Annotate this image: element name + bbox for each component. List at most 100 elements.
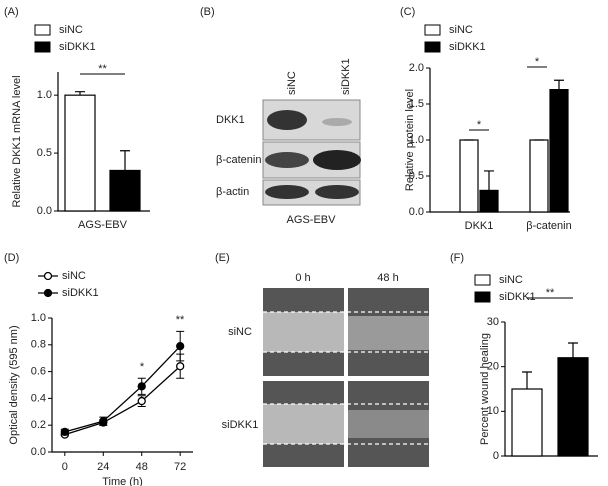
- caption: AGS-EBV: [287, 214, 337, 226]
- legend-label: siDKK1: [59, 41, 96, 53]
- bar: [557, 357, 589, 457]
- data-point: [99, 417, 108, 426]
- wound-panel: (E) 0 h 48 h siNC siDKK1: [215, 252, 429, 467]
- error-bar: [568, 342, 578, 358]
- blot-band: [267, 110, 307, 130]
- legend-label: siNC: [62, 270, 86, 282]
- panel-letter: (A): [4, 6, 19, 18]
- y-tick-label: 2.0: [409, 62, 424, 74]
- y-axis-label: Optical density (595 nm): [8, 325, 20, 444]
- legend-swatch: [424, 24, 441, 36]
- significance-label: *: [535, 56, 540, 68]
- data-point: [60, 427, 69, 437]
- axes: [429, 68, 570, 213]
- x-axis-label: Time (h): [102, 476, 143, 486]
- column-label: siNC: [286, 71, 298, 95]
- y-tick-label: 0.0: [31, 446, 46, 458]
- y-axis-label: Relative protein level: [404, 89, 416, 191]
- y-tick-label: 0.8: [31, 339, 46, 351]
- bar: [511, 388, 543, 457]
- row-label: siDKK1: [222, 419, 259, 431]
- column-label: 48 h: [377, 272, 398, 284]
- bar: [529, 139, 549, 213]
- significance-label: *: [477, 119, 482, 131]
- y-axis-label: Relative DKK1 mRNA level: [11, 75, 23, 207]
- panel-letter: (E): [215, 252, 230, 264]
- significance-label: *: [140, 361, 145, 373]
- legend-swatch: [34, 24, 51, 36]
- legend-label: siNC: [449, 24, 473, 36]
- data-point: [176, 362, 185, 371]
- panel-letter: (B): [200, 6, 215, 18]
- wound-gap: [263, 312, 344, 352]
- x-tick-label: β-catenin: [526, 220, 571, 232]
- blot-band: [265, 152, 309, 168]
- data-point: [176, 341, 185, 351]
- y-tick-label: 1.0: [409, 134, 424, 146]
- series-line: [64, 365, 181, 436]
- legend-label: siDKK1: [449, 41, 486, 53]
- x-tick-label: DKK1: [465, 220, 494, 232]
- y-tick-label: 0.0: [37, 205, 52, 217]
- y-tick-label: 1.0: [31, 312, 46, 324]
- blot-panel: (B) siNC siDKK1 DKK1 β-catenin β-actin A…: [200, 6, 361, 226]
- y-tick-label: 10: [487, 405, 499, 417]
- bar: [64, 94, 96, 212]
- legend-marker: [43, 271, 53, 281]
- error-bar: [522, 371, 532, 389]
- significance-label: **: [176, 314, 185, 326]
- significance-label: **: [98, 63, 107, 75]
- row-label: siNC: [228, 326, 252, 338]
- x-tick-label: AGS-EBV: [78, 219, 128, 231]
- column-label: 0 h: [295, 272, 310, 284]
- y-tick-label: 0.2: [31, 419, 46, 431]
- y-tick-label: 0.5: [409, 170, 424, 182]
- legend-marker: [43, 288, 53, 298]
- row-label: β-catenin: [216, 154, 261, 166]
- blot-band: [313, 150, 361, 170]
- error-bar: [75, 91, 85, 96]
- series-line: [64, 345, 181, 433]
- wound-gap: [348, 316, 429, 350]
- legend-swatch: [34, 41, 51, 53]
- y-tick-label: 0.6: [31, 366, 46, 378]
- x-tick-label: 48: [136, 461, 148, 473]
- legend-label: siDKK1: [499, 291, 536, 303]
- error-bar: [554, 79, 564, 90]
- data-point: [137, 382, 146, 391]
- y-tick-label: 0.5: [37, 147, 52, 159]
- x-tick-label: 0: [62, 461, 68, 473]
- bar: [109, 169, 141, 212]
- row-label: β-actin: [216, 186, 249, 198]
- wound-gap: [263, 404, 344, 444]
- bar: [459, 139, 479, 213]
- legend-label: siNC: [59, 24, 83, 36]
- y-tick-label: 20: [487, 361, 499, 373]
- column-label: siDKK1: [340, 58, 352, 95]
- x-tick-label: 24: [97, 461, 109, 473]
- significance-label: **: [546, 287, 555, 299]
- panel-letter: (C): [400, 6, 415, 18]
- x-tick-label: 72: [174, 461, 186, 473]
- y-tick-label: 1.0: [37, 89, 52, 101]
- blot-band: [265, 185, 309, 199]
- y-tick-label: 1.5: [409, 98, 424, 110]
- panel-letter: (F): [450, 252, 464, 264]
- legend-swatch: [424, 41, 441, 53]
- bar: [479, 189, 499, 213]
- blot-band: [315, 185, 359, 199]
- data-point: [137, 396, 146, 406]
- row-label: DKK1: [216, 114, 245, 126]
- y-tick-label: 0.0: [409, 206, 424, 218]
- wound-gap: [348, 410, 429, 438]
- legend-label: siDKK1: [62, 287, 99, 299]
- legend-label: siNC: [499, 274, 523, 286]
- error-bar: [484, 170, 494, 191]
- blot-band: [322, 118, 352, 126]
- y-tick-label: 30: [487, 316, 499, 328]
- y-tick-label: 0.4: [31, 392, 46, 404]
- error-bar: [120, 150, 130, 171]
- y-tick-label: 0: [493, 450, 499, 462]
- y-axis-label: Percent wound healing: [479, 333, 491, 445]
